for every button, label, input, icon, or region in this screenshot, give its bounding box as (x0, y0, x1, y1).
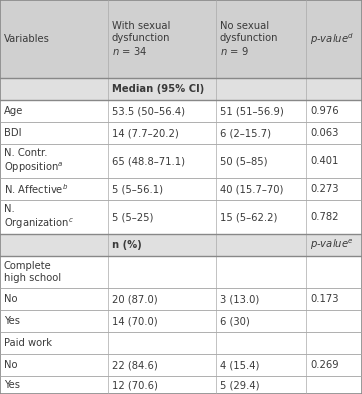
Bar (306, 144, 362, 178)
Text: Median (95% CI): Median (95% CI) (112, 84, 204, 94)
Text: 0.273: 0.273 (310, 184, 338, 194)
Text: BDI: BDI (4, 128, 21, 138)
Text: 6 (2–15.7): 6 (2–15.7) (220, 128, 271, 138)
Bar (306, 376, 362, 394)
Bar (0, 256, 108, 288)
Bar (0, 100, 108, 122)
Text: 20 (87.0): 20 (87.0) (112, 294, 157, 304)
Bar (306, 310, 362, 332)
Bar (0, 354, 108, 376)
Bar (0, 376, 108, 394)
Bar (306, 100, 362, 122)
Text: Variables: Variables (4, 34, 50, 44)
Text: $p$-value$^d$: $p$-value$^d$ (310, 31, 354, 47)
Bar (0, 122, 108, 144)
Text: $p$-value$^e$: $p$-value$^e$ (310, 238, 353, 252)
Text: 5 (29.4): 5 (29.4) (220, 380, 260, 390)
Bar (216, 122, 306, 144)
Bar (306, 178, 362, 200)
Bar (306, 332, 362, 354)
Bar (108, 234, 216, 256)
Text: No sexual
dysfunction
$n$ = 9: No sexual dysfunction $n$ = 9 (220, 21, 278, 57)
Text: No: No (4, 360, 17, 370)
Text: 5 (5–56.1): 5 (5–56.1) (112, 184, 163, 194)
Bar (216, 200, 306, 234)
Text: n (%): n (%) (112, 240, 142, 250)
Text: No: No (4, 294, 17, 304)
Bar (0, 178, 108, 200)
Text: 6 (30): 6 (30) (220, 316, 250, 326)
Bar (0, 78, 108, 100)
Bar (108, 376, 216, 394)
Bar (216, 178, 306, 200)
Text: 0.782: 0.782 (310, 212, 338, 222)
Text: 0.063: 0.063 (310, 128, 338, 138)
Bar (306, 256, 362, 288)
Bar (108, 310, 216, 332)
Bar (216, 332, 306, 354)
Text: N. Affective$^b$: N. Affective$^b$ (4, 182, 68, 196)
Text: With sexual
dysfunction
$n$ = 34: With sexual dysfunction $n$ = 34 (112, 21, 171, 57)
Bar (306, 122, 362, 144)
Text: 3 (13.0): 3 (13.0) (220, 294, 259, 304)
Bar (0, 0, 108, 78)
Text: 53.5 (50–56.4): 53.5 (50–56.4) (112, 106, 185, 116)
Bar (108, 122, 216, 144)
Text: 0.269: 0.269 (310, 360, 338, 370)
Text: 14 (70.0): 14 (70.0) (112, 316, 157, 326)
Bar (0, 144, 108, 178)
Text: 14 (7.7–20.2): 14 (7.7–20.2) (112, 128, 179, 138)
Bar (216, 144, 306, 178)
Bar (108, 144, 216, 178)
Bar (108, 256, 216, 288)
Text: 0.401: 0.401 (310, 156, 338, 166)
Bar (216, 288, 306, 310)
Bar (108, 78, 216, 100)
Text: 4 (15.4): 4 (15.4) (220, 360, 260, 370)
Bar (0, 234, 108, 256)
Text: 51 (51–56.9): 51 (51–56.9) (220, 106, 284, 116)
Bar (216, 310, 306, 332)
Bar (216, 256, 306, 288)
Bar (108, 0, 216, 78)
Bar (108, 354, 216, 376)
Text: Yes: Yes (4, 380, 20, 390)
Bar (216, 0, 306, 78)
Text: Yes: Yes (4, 316, 20, 326)
Bar (108, 200, 216, 234)
Text: Age: Age (4, 106, 24, 116)
Text: 12 (70.6): 12 (70.6) (112, 380, 158, 390)
Text: 0.976: 0.976 (310, 106, 338, 116)
Bar (306, 78, 362, 100)
Text: 0.173: 0.173 (310, 294, 338, 304)
Bar (216, 100, 306, 122)
Bar (0, 200, 108, 234)
Text: N. Contr.
Opposition$^a$: N. Contr. Opposition$^a$ (4, 147, 64, 175)
Bar (108, 288, 216, 310)
Bar (306, 288, 362, 310)
Bar (306, 354, 362, 376)
Bar (0, 310, 108, 332)
Bar (108, 332, 216, 354)
Bar (0, 288, 108, 310)
Bar (306, 234, 362, 256)
Bar (216, 354, 306, 376)
Bar (306, 200, 362, 234)
Bar (306, 0, 362, 78)
Text: 5 (5–25): 5 (5–25) (112, 212, 153, 222)
Bar (216, 376, 306, 394)
Bar (0, 332, 108, 354)
Text: Paid work: Paid work (4, 338, 52, 348)
Bar (108, 100, 216, 122)
Text: N.
Organization$^c$: N. Organization$^c$ (4, 203, 74, 230)
Bar (108, 178, 216, 200)
Text: 40 (15.7–70): 40 (15.7–70) (220, 184, 283, 194)
Text: 50 (5–85): 50 (5–85) (220, 156, 268, 166)
Text: Complete
high school: Complete high school (4, 261, 61, 283)
Text: 22 (84.6): 22 (84.6) (112, 360, 158, 370)
Text: 15 (5–62.2): 15 (5–62.2) (220, 212, 277, 222)
Bar (216, 78, 306, 100)
Bar (216, 234, 306, 256)
Text: 65 (48.8–71.1): 65 (48.8–71.1) (112, 156, 185, 166)
